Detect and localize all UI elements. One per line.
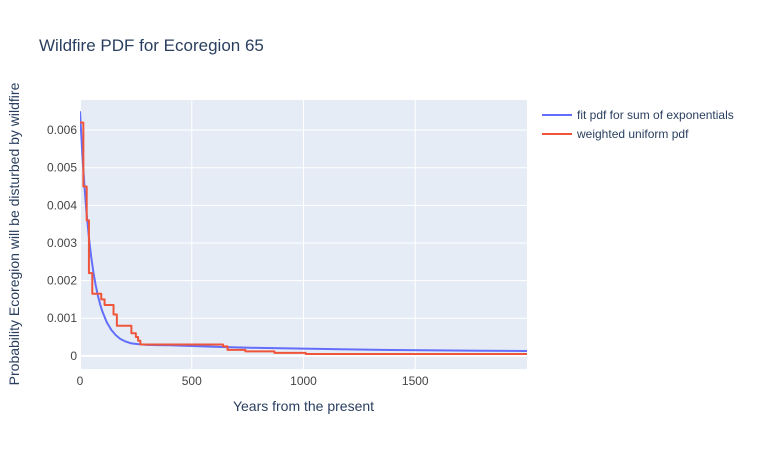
x-axis-title: Years from the present — [233, 398, 374, 414]
series-lines — [80, 111, 527, 355]
legend-label: fit pdf for sum of exponentials — [577, 108, 734, 122]
y-tick-label: 0.004 — [47, 198, 77, 212]
y-tick-label: 0.006 — [47, 123, 77, 137]
tick-labels: 0 500 1000 1500 0 0.001 0.002 0.003 0.004 0.005 0.… — [47, 123, 429, 388]
series-line-1 — [80, 111, 527, 352]
x-tick-label: 1000 — [290, 374, 317, 388]
x-tick-label: 1500 — [402, 374, 429, 388]
y-tick-label: 0.002 — [47, 274, 77, 288]
grid-lines — [79, 100, 527, 369]
y-axis-title: Probability Ecoregion will be disturbed … — [6, 82, 22, 385]
y-tick-label: 0.001 — [47, 311, 77, 325]
legend-label: weighted uniform pdf — [576, 127, 689, 141]
y-tick-label: 0.003 — [47, 236, 77, 250]
x-tick-label: 0 — [77, 374, 84, 388]
legend: fit pdf for sum of exponentials weighted … — [542, 108, 734, 141]
chart-title: Wildfire PDF for Ecoregion 65 — [39, 36, 264, 55]
series-line-2 — [80, 121, 527, 355]
y-tick-label: 0.005 — [47, 161, 77, 175]
y-tick-label: 0 — [70, 349, 77, 363]
x-tick-label: 500 — [182, 374, 202, 388]
